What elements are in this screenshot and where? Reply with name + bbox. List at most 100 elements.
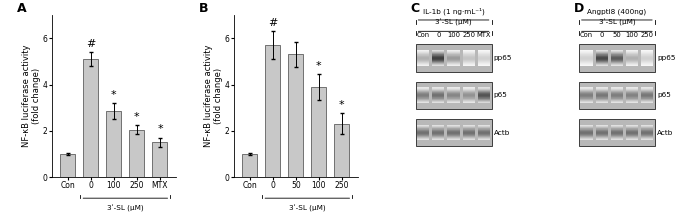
Bar (463, 133, 475, 134)
Bar (447, 100, 460, 101)
Bar (596, 100, 608, 101)
Bar (626, 92, 638, 93)
Bar (611, 57, 623, 58)
Bar (463, 51, 475, 52)
Bar (463, 131, 475, 132)
Bar (417, 94, 429, 95)
Bar (581, 55, 592, 56)
Bar (581, 98, 592, 99)
Bar (432, 53, 444, 54)
Bar (626, 60, 638, 61)
Bar (611, 96, 623, 97)
Bar (626, 60, 638, 61)
Bar (611, 55, 623, 56)
Bar (478, 89, 490, 90)
Bar (432, 101, 444, 102)
Bar (447, 127, 460, 128)
Bar (611, 128, 623, 129)
Bar (596, 96, 608, 97)
Bar (626, 56, 638, 57)
Bar (626, 55, 638, 56)
Bar (596, 56, 608, 57)
Bar (596, 139, 608, 140)
Bar (478, 95, 490, 96)
Bar (447, 94, 460, 95)
Bar (463, 95, 475, 96)
Bar (432, 60, 444, 61)
Bar (447, 131, 460, 132)
Bar (611, 50, 623, 51)
Bar (579, 81, 655, 109)
Bar (416, 119, 492, 146)
Text: 100: 100 (447, 32, 460, 38)
Bar (463, 92, 475, 93)
Bar (478, 132, 490, 133)
Bar (581, 100, 592, 101)
Bar (641, 137, 654, 138)
Bar (447, 97, 460, 98)
Bar (596, 137, 608, 138)
Bar (417, 59, 429, 60)
Bar (626, 137, 638, 138)
Bar (432, 132, 444, 133)
Bar (463, 100, 475, 101)
Bar (596, 133, 608, 134)
Bar (417, 139, 429, 140)
Bar (417, 92, 429, 93)
Bar (596, 97, 608, 98)
Bar (581, 56, 592, 57)
Bar (611, 125, 623, 126)
Bar (581, 57, 592, 58)
Y-axis label: NF-κB luciferase activity
(fold change): NF-κB luciferase activity (fold change) (204, 45, 223, 147)
Bar (579, 119, 655, 146)
Bar (478, 138, 490, 139)
Bar (611, 87, 623, 88)
Bar (478, 94, 490, 95)
Text: *: * (134, 112, 140, 122)
Bar (463, 65, 475, 66)
Bar (611, 102, 623, 103)
Bar (432, 129, 444, 130)
Bar (626, 102, 638, 103)
Bar (432, 100, 444, 101)
Bar (581, 87, 592, 88)
Bar (581, 91, 592, 92)
Bar (596, 58, 608, 59)
Text: IL-1b (1 ng·mL⁻¹): IL-1b (1 ng·mL⁻¹) (422, 8, 484, 15)
Bar (463, 99, 475, 100)
Bar (417, 60, 429, 61)
Bar (626, 133, 638, 134)
Bar (432, 50, 444, 51)
Bar (417, 65, 429, 66)
Bar (596, 50, 608, 51)
Bar (626, 131, 638, 132)
Bar (641, 135, 654, 136)
Bar (463, 53, 475, 54)
Bar (463, 126, 475, 127)
Bar (596, 135, 608, 136)
Bar (478, 57, 490, 58)
Bar (432, 131, 444, 132)
Bar (447, 89, 460, 90)
Bar (581, 130, 592, 131)
Bar (463, 57, 475, 58)
Bar (596, 57, 608, 58)
Bar (626, 95, 638, 96)
Bar (417, 51, 429, 52)
Bar (417, 88, 429, 89)
Bar (641, 56, 654, 57)
Bar (581, 134, 592, 135)
Bar (417, 129, 429, 130)
Bar (432, 57, 444, 58)
Bar (596, 60, 608, 61)
Bar (447, 58, 460, 59)
Bar (626, 127, 638, 128)
Bar (626, 90, 638, 91)
Bar (626, 63, 638, 64)
Bar (581, 60, 592, 61)
Bar (432, 128, 444, 129)
Bar (478, 135, 490, 136)
Bar (626, 125, 638, 126)
Bar (611, 127, 623, 128)
Bar (432, 134, 444, 135)
